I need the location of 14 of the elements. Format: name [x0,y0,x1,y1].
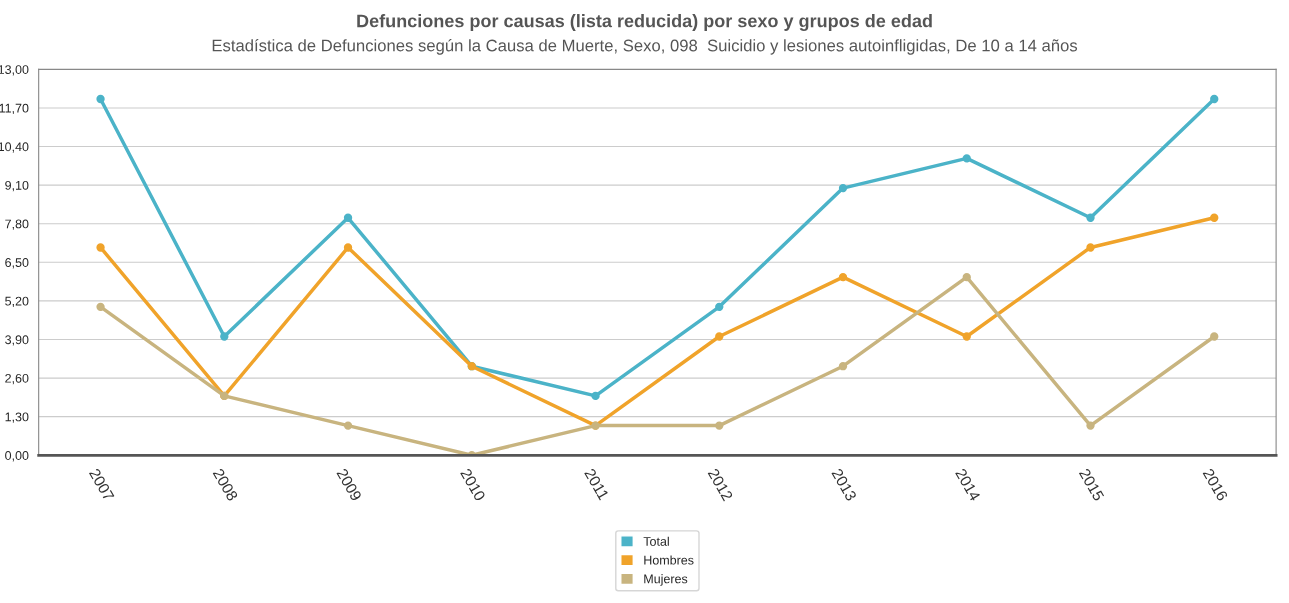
y-tick-label: 7,80 [5,219,29,230]
y-tick-label: 11,70 [0,103,29,115]
y-tick-label: 6,50 [5,258,29,269]
y-tick-label: 1,30 [5,412,29,423]
legend-label: Total [643,536,669,546]
y-tick-label: 5,20 [5,296,29,308]
legend-label: Hombres [644,555,694,565]
y-tick-label: 9,10 [5,180,29,192]
chart-title: Defunciones por causas (lista reducida) por sexo y grupos de edad [357,14,932,31]
y-tick-label: 2,60 [5,373,29,385]
y-tick-label: 3,90 [5,335,29,346]
y-tick-label: 0,00 [5,451,29,462]
chart-subtitle: Estadística de Defunciones según la Causa de Muerte, Sexo, 098 Suicidio y lesiones autoinfligidas, De 10 a 14 años [212,38,1078,55]
legend-label: Mujeres [644,574,688,586]
